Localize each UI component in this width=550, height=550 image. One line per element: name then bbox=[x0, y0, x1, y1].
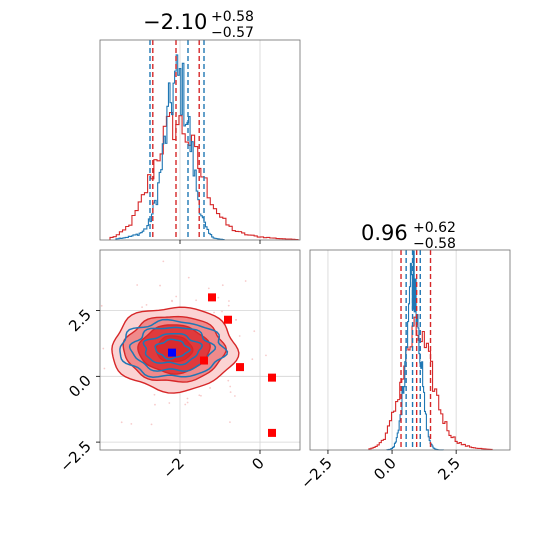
sample-point bbox=[251, 358, 254, 361]
contour-blue-3 bbox=[142, 332, 203, 366]
panel-frame bbox=[99, 39, 301, 241]
red-square-marker bbox=[268, 373, 276, 382]
sample-point bbox=[213, 311, 215, 314]
sample-point bbox=[136, 284, 139, 286]
sample-point bbox=[103, 367, 106, 370]
blue-square-marker bbox=[168, 348, 176, 357]
sample-point bbox=[227, 304, 230, 307]
sample-point bbox=[187, 276, 190, 279]
title-plus-error: +0.58 bbox=[211, 9, 254, 25]
sample-point bbox=[227, 379, 230, 382]
sample-point bbox=[200, 394, 202, 397]
red-square-marker bbox=[224, 315, 232, 324]
sample-point bbox=[175, 295, 178, 298]
panel-frame bbox=[99, 249, 301, 451]
red-square-marker bbox=[200, 356, 208, 365]
x-tick-label: −2.5 bbox=[297, 454, 335, 492]
sample-point bbox=[184, 403, 187, 406]
sample-point bbox=[162, 260, 165, 263]
y-tick-label: 2.5 bbox=[65, 306, 95, 336]
marginal-histogram-param2: −2.5 0.0 2.5 0.96 +0.62 −0.58 bbox=[297, 220, 511, 493]
sample-point bbox=[100, 304, 103, 307]
x-tick-label: 2.5 bbox=[434, 454, 464, 484]
sample-point bbox=[229, 391, 232, 394]
y-tick-label: −2.5 bbox=[56, 437, 94, 475]
joint-distribution-panel: −2 0 −2.5 0.0 2.5 bbox=[56, 249, 301, 482]
sample-point bbox=[229, 385, 232, 388]
title-minus-error: −0.57 bbox=[211, 25, 254, 41]
sample-point bbox=[150, 423, 153, 426]
x-tick-label: −2 bbox=[159, 454, 187, 482]
sample-point bbox=[195, 299, 198, 302]
sample-point bbox=[186, 401, 189, 404]
sample-point bbox=[244, 280, 247, 282]
sample-point bbox=[168, 402, 171, 404]
sample-point bbox=[141, 306, 143, 309]
sample-point bbox=[253, 330, 256, 333]
sample-point bbox=[198, 394, 201, 397]
panel-frame bbox=[309, 249, 511, 451]
title-minus-error: −0.58 bbox=[413, 236, 456, 252]
sample-point bbox=[265, 354, 267, 357]
sample-point bbox=[221, 284, 224, 287]
sample-point bbox=[186, 397, 189, 400]
sample-point bbox=[235, 318, 238, 321]
title-value: 0.96 bbox=[361, 221, 408, 245]
histogram-blue-series bbox=[386, 250, 444, 451]
title-param1: −2.10 +0.58 −0.57 bbox=[143, 9, 254, 41]
contour-blue-1 bbox=[119, 318, 229, 378]
title-plus-error: +0.62 bbox=[413, 220, 456, 236]
sample-point bbox=[102, 347, 105, 350]
sample-point bbox=[217, 296, 220, 299]
red-square-marker bbox=[208, 293, 216, 302]
contour-blue-2 bbox=[128, 326, 217, 372]
red-square-marker bbox=[236, 363, 244, 372]
x-tick-label: 0 bbox=[248, 454, 267, 473]
y-tick-label: 0.0 bbox=[65, 371, 95, 401]
sample-point bbox=[233, 395, 236, 397]
title-value: −2.10 bbox=[143, 10, 207, 34]
sample-point bbox=[153, 393, 156, 396]
sample-point bbox=[120, 421, 123, 424]
x-tick-label: 0.0 bbox=[370, 454, 400, 484]
sample-point bbox=[159, 284, 161, 287]
sample-point bbox=[228, 300, 230, 302]
contour-blue-4 bbox=[154, 338, 191, 360]
sample-point bbox=[130, 422, 133, 425]
sample-point bbox=[154, 403, 156, 406]
histogram-blue-series bbox=[115, 54, 225, 241]
sample-point bbox=[238, 335, 241, 337]
sample-point bbox=[171, 299, 173, 302]
title-param2: 0.96 +0.62 −0.58 bbox=[361, 220, 456, 252]
red-square-marker bbox=[268, 428, 276, 437]
sample-point bbox=[209, 387, 211, 389]
sample-point bbox=[229, 421, 231, 424]
marginal-histogram-param1: −2.10 +0.58 −0.57 bbox=[99, 9, 301, 244]
sample-point bbox=[145, 303, 148, 306]
sample-point bbox=[207, 287, 210, 290]
sample-point bbox=[221, 310, 223, 313]
